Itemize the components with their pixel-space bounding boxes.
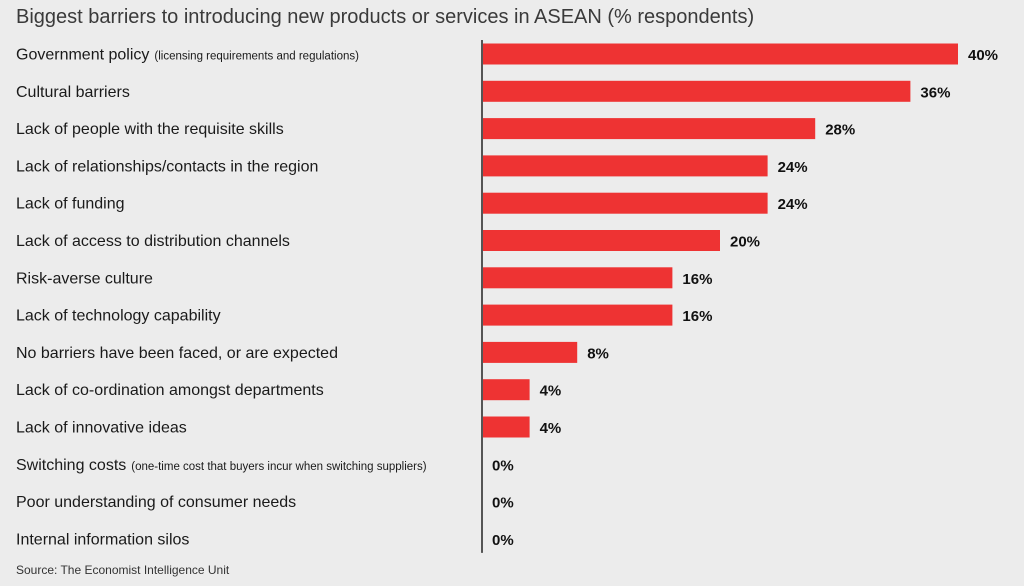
value-label: 0% (492, 495, 514, 512)
category-note: (licensing requirements and regulations) (154, 51, 359, 63)
category-label-text: No barriers have been faced, or are expe… (16, 345, 338, 362)
value-label: 24% (778, 196, 808, 213)
value-label: 28% (825, 122, 855, 139)
category-label: Lack of technology capability (16, 308, 221, 325)
value-label: 4% (540, 420, 562, 437)
value-label: 16% (682, 271, 712, 288)
category-label-text: Poor understanding of consumer needs (16, 494, 296, 511)
category-label: Switching costs (one-time cost that buyer… (16, 457, 427, 474)
source-note: Source: The Economist Intelligence Unit (16, 563, 230, 577)
category-label-text: Lack of relationships/contacts in the re… (16, 158, 318, 175)
category-label-text: Government policy (16, 47, 149, 64)
bar (482, 43, 958, 65)
category-label: Internal information silos (16, 531, 189, 548)
category-label: No barriers have been faced, or are expe… (16, 345, 338, 362)
bar (482, 341, 578, 363)
value-label: 40% (968, 47, 998, 64)
category-label-text: Lack of co-ordination amongst department… (16, 382, 324, 399)
category-note: (one-time cost that buyers incur when sw… (131, 461, 426, 473)
bar (482, 230, 720, 251)
bar (482, 304, 673, 326)
category-label-text: Lack of innovative ideas (16, 420, 187, 437)
bar (482, 80, 911, 102)
category-label: Lack of funding (16, 196, 125, 213)
category-label: Risk-averse culture (16, 270, 153, 287)
category-label-text: Lack of funding (16, 196, 125, 213)
bar (482, 416, 530, 438)
value-label: 20% (730, 234, 760, 251)
category-label-text: Lack of people with the requisite skills (16, 121, 284, 138)
category-label: Lack of co-ordination amongst department… (16, 382, 324, 399)
category-label-text: Cultural barriers (16, 84, 130, 101)
bar (482, 267, 673, 289)
value-label: 0% (492, 532, 514, 549)
category-label-text: Lack of access to distribution channels (16, 233, 290, 250)
category-labels: Government policy (licensing requirements… (16, 47, 427, 549)
value-label: 0% (492, 457, 514, 474)
bar (482, 379, 530, 401)
category-label: Lack of innovative ideas (16, 420, 187, 437)
bar (482, 192, 768, 214)
category-label-text: Internal information silos (16, 531, 189, 548)
value-labels: 40% 36% 28% 24% 24% 20% 16% 16% 8% 4% 4% 0% 0% 0% (492, 47, 998, 549)
category-label: Government policy (licensing requirements… (16, 47, 359, 64)
category-label-text: Risk-averse culture (16, 270, 153, 287)
value-label: 16% (682, 308, 712, 325)
value-label: 8% (587, 345, 609, 362)
bars (482, 43, 958, 438)
category-label-text: Switching costs (16, 457, 126, 474)
category-label: Lack of relationships/contacts in the re… (16, 158, 318, 175)
value-label: 4% (540, 383, 562, 400)
category-label-text: Lack of technology capability (16, 308, 221, 325)
bar (482, 155, 768, 177)
category-label: Lack of access to distribution channels (16, 233, 290, 250)
chart-title: Biggest barriers to introducing new prod… (16, 6, 755, 28)
category-label: Cultural barriers (16, 84, 130, 101)
category-label: Lack of people with the requisite skills (16, 121, 284, 138)
bar (482, 118, 816, 140)
value-label: 36% (920, 84, 950, 101)
category-label: Poor understanding of consumer needs (16, 494, 296, 511)
value-label: 24% (778, 159, 808, 176)
